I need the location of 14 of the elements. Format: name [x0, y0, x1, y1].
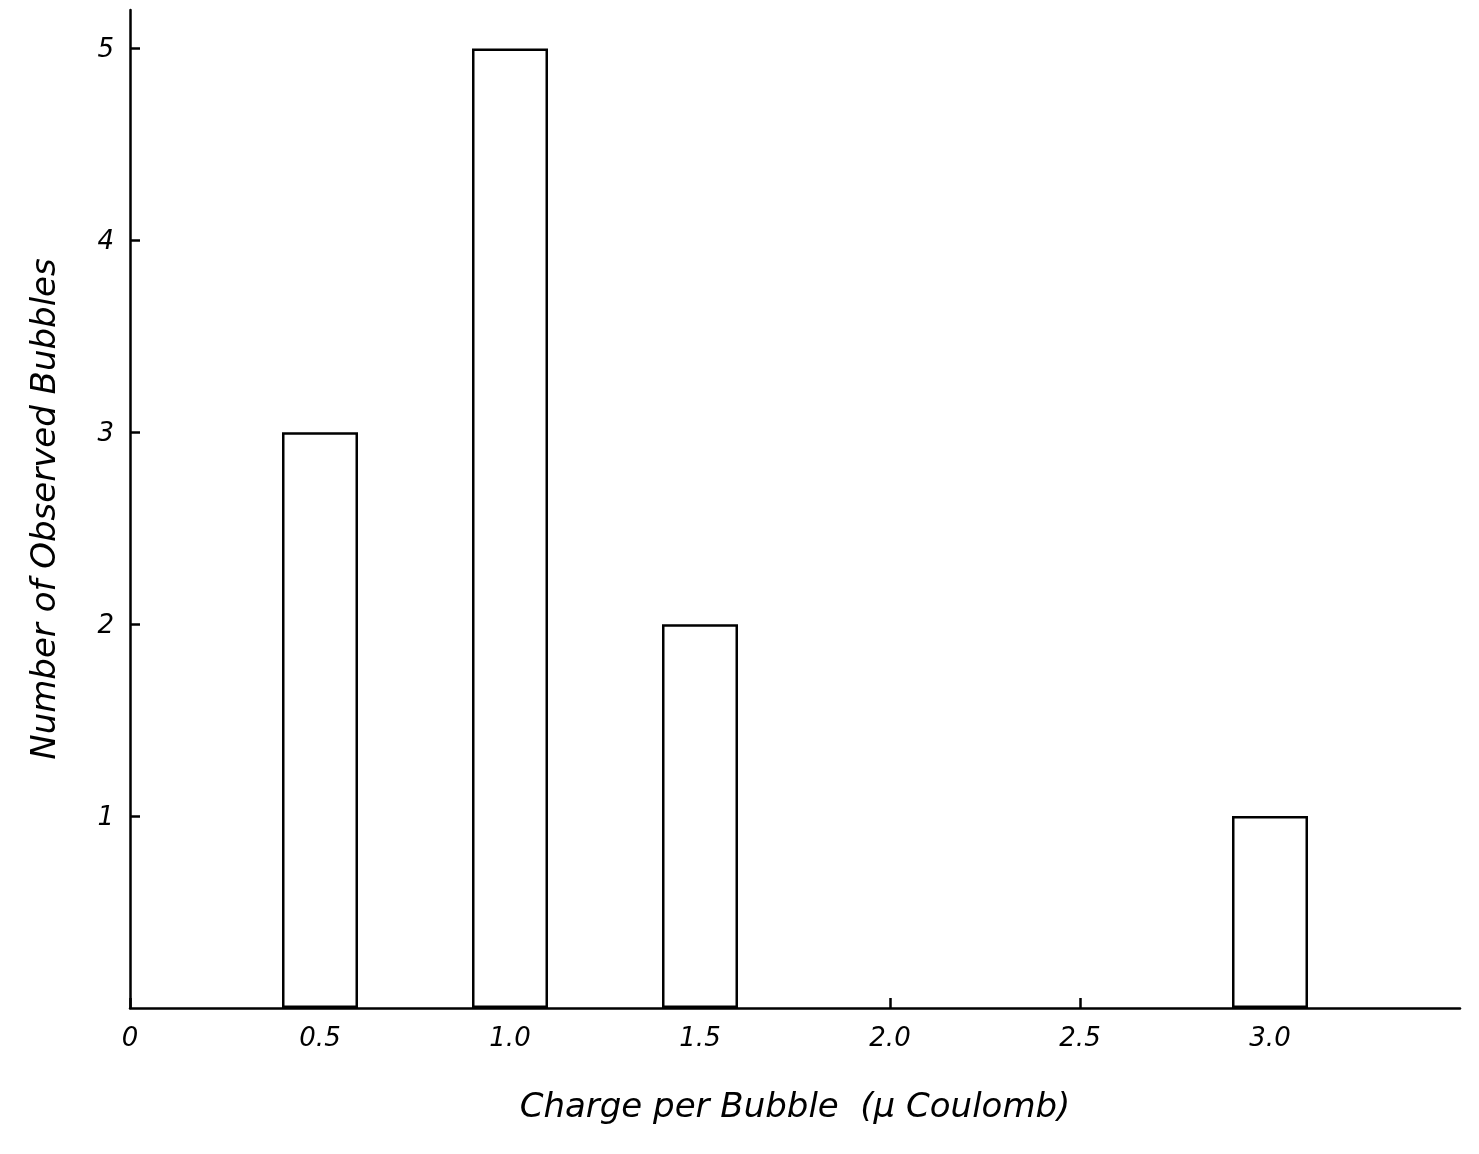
y-tick-label: 5 [97, 33, 114, 64]
x-tick-label: 3.0 [1249, 1022, 1291, 1052]
x-tick-label: 2.0 [869, 1022, 911, 1052]
x-tick-label: 1.5 [679, 1022, 721, 1052]
y-tick-label: 3 [97, 417, 114, 448]
x-tick-label: 0 [121, 1022, 139, 1052]
y-tick-label: 4 [97, 225, 114, 256]
x-axis-title: Charge per Bubble (μ Coulomb) [519, 1085, 1071, 1125]
x-tick-label: 1.0 [489, 1022, 531, 1052]
x-tick-label: 2.5 [1059, 1022, 1101, 1052]
y-tick-label: 1 [97, 801, 114, 832]
y-axis-title: Number of Observed Bubbles [23, 258, 63, 760]
y-tick-label: 2 [97, 609, 114, 640]
x-tick-label: 0.5 [299, 1022, 341, 1052]
